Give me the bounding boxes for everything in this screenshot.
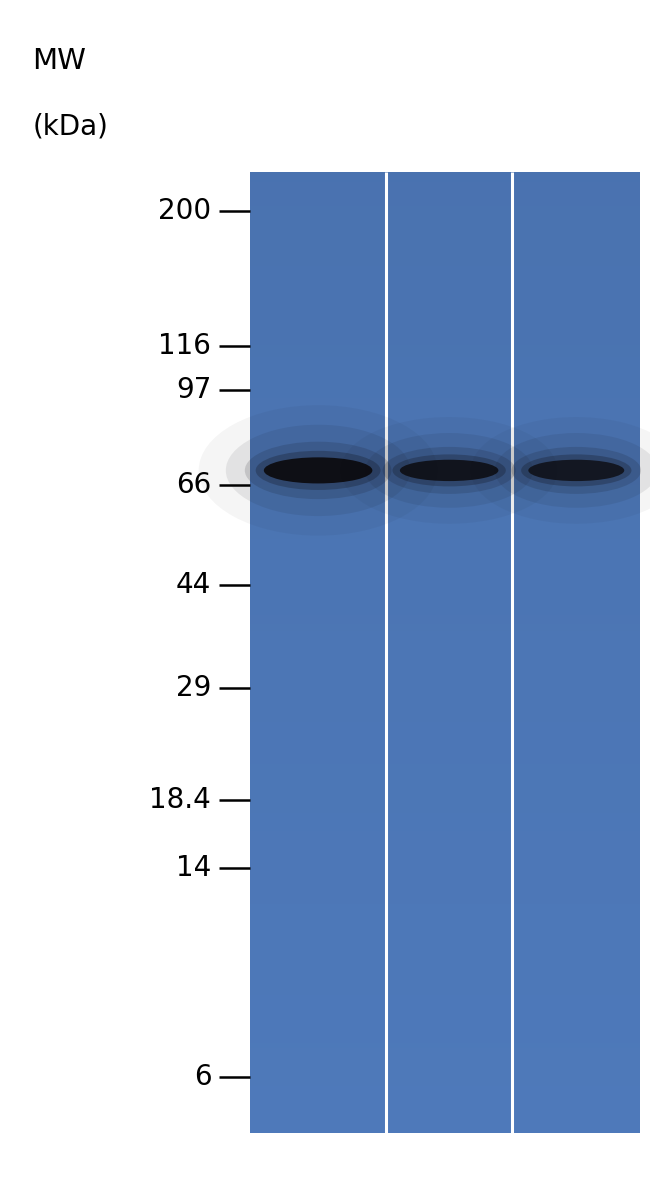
Text: 6: 6 — [194, 1063, 211, 1091]
Text: 14: 14 — [176, 854, 211, 881]
Text: 18.4: 18.4 — [150, 786, 211, 815]
Ellipse shape — [528, 460, 624, 482]
Ellipse shape — [264, 458, 372, 484]
Ellipse shape — [245, 441, 391, 499]
Ellipse shape — [383, 447, 515, 493]
Ellipse shape — [400, 460, 499, 482]
Ellipse shape — [255, 451, 380, 490]
Text: (kDa): (kDa) — [32, 113, 109, 141]
Ellipse shape — [495, 433, 650, 508]
Text: 66: 66 — [176, 471, 211, 499]
Ellipse shape — [521, 454, 631, 486]
Ellipse shape — [393, 454, 506, 486]
Text: 44: 44 — [176, 570, 211, 599]
Text: 29: 29 — [176, 674, 211, 702]
Text: 97: 97 — [176, 376, 211, 403]
Text: 116: 116 — [159, 332, 211, 359]
Ellipse shape — [512, 447, 641, 493]
Ellipse shape — [365, 433, 533, 508]
Text: MW: MW — [32, 47, 86, 76]
Text: 200: 200 — [158, 197, 211, 225]
Ellipse shape — [226, 425, 410, 516]
